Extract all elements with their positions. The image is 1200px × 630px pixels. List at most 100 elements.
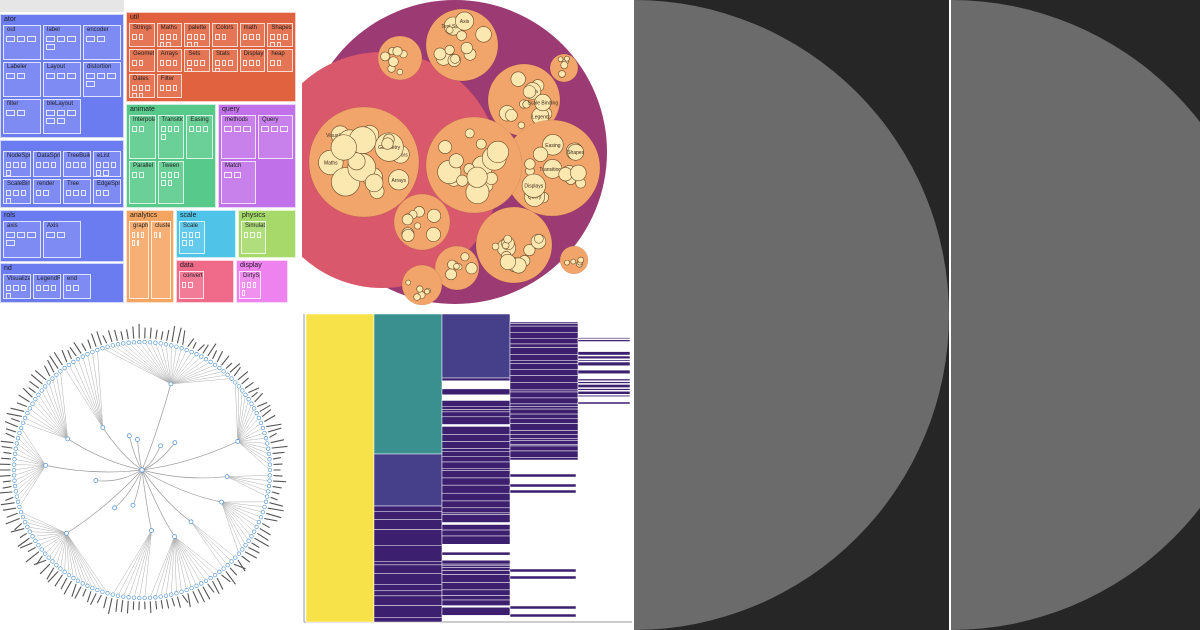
treemap-leaf[interactable] [167,126,173,132]
pack-leaf-circle[interactable] [456,174,469,187]
icicle-cell[interactable] [373,564,443,574]
icicle-cell[interactable] [509,473,577,478]
treemap-leaf[interactable] [166,34,171,40]
icicle-cell[interactable] [509,445,579,452]
treemap-leaf[interactable] [172,59,178,66]
tree-leaf-node[interactable] [27,529,32,534]
tree-internal-node[interactable] [65,436,71,442]
treemap-leaf[interactable] [66,189,72,196]
treemap-group-analytics[interactable]: analytics graph cluster [126,210,174,303]
treemap-leaf[interactable] [36,285,42,291]
treemap-node[interactable]: Tween [157,160,185,204]
tree-leaf-node[interactable] [25,410,30,416]
icicle-cell[interactable] [441,582,511,591]
treemap-group-vis-3[interactable]: rols axis Axis [0,210,124,262]
tree-leaf-node[interactable] [260,425,266,431]
treemap-node[interactable]: Easing [186,115,213,159]
treemap-leaf[interactable] [43,189,49,196]
tree-leaf-node[interactable] [90,349,95,355]
treemap-leaf[interactable] [215,67,220,72]
treemap-node[interactable]: filter [3,99,41,134]
icicle-cell[interactable] [373,544,443,563]
treemap-leaf[interactable] [276,34,282,40]
icicle-cell[interactable] [577,355,631,359]
icicle-cell[interactable] [509,605,577,610]
icicle-cell[interactable] [577,384,631,388]
tree-leaf-node[interactable] [13,489,18,494]
treemap-leaf[interactable] [188,240,194,246]
icicle-cell[interactable] [509,406,579,410]
pack-leaf-circle[interactable] [364,173,384,193]
icicle-cell[interactable] [441,500,511,509]
icicle-cell[interactable] [577,337,631,340]
icicle-cell[interactable] [373,584,443,592]
treemap-leaf[interactable] [242,34,248,40]
pack-leaf-circle[interactable] [560,61,569,69]
tree-leaf-node[interactable] [229,559,234,564]
icicle-cell[interactable] [509,338,579,345]
icicle-cell[interactable] [441,409,511,413]
tree-leaf-node[interactable] [36,392,41,397]
pack-leaf-circle[interactable] [522,85,537,99]
tree-leaf-node[interactable] [236,384,242,389]
treemap-leaf[interactable] [270,126,279,132]
tree-leaf-node[interactable] [153,340,158,345]
treemap-leaf[interactable] [56,118,66,124]
icicle-cell[interactable] [441,313,511,379]
treemap-leaf[interactable] [203,126,208,132]
treemap-leaf[interactable] [174,171,180,178]
icicle-cell[interactable] [441,599,511,606]
treemap-node[interactable]: Transitioner [157,115,185,159]
icicle-cell[interactable] [373,590,443,597]
pack-leaf-circle[interactable] [446,26,454,34]
tree-internal-node[interactable] [100,425,106,430]
pack-leaf-circle[interactable] [444,44,455,55]
icicle-cell[interactable] [509,347,579,355]
pack-leaf-circle[interactable] [499,253,516,270]
tree-leaf-node[interactable] [266,451,272,457]
treemap-leaf[interactable] [255,34,261,40]
treemap-leaf[interactable] [244,232,249,238]
tree-leaf-node[interactable] [163,342,169,347]
treemap-leaf[interactable] [188,232,194,238]
tree-leaf-node[interactable] [267,478,272,483]
tree-leaf-node[interactable] [184,347,189,353]
treemap-leaf[interactable] [188,282,193,288]
treemap-leaf[interactable] [160,179,166,186]
icicle-cell[interactable] [509,403,579,407]
tree-leaf-node[interactable] [266,483,272,489]
tree-leaf-node[interactable] [66,572,72,578]
pack-leaf-circle[interactable] [396,68,404,76]
treemap-leaf[interactable] [195,232,200,238]
treemap-leaf[interactable] [107,73,116,79]
icicle-cell[interactable] [441,451,511,457]
icicle-cell[interactable] [509,382,579,391]
treemap-leaf[interactable] [138,85,144,92]
tree-leaf-node[interactable] [30,534,35,539]
tree-leaf-node[interactable] [95,587,100,593]
tree-internal-node[interactable] [158,443,163,449]
tree-leaf-node[interactable] [163,593,169,598]
pack-leaf-circle[interactable] [532,146,549,162]
treemap-leaf[interactable] [182,240,187,246]
icicle-cell[interactable] [441,426,511,435]
tree-leaf-node[interactable] [249,401,254,406]
tree-leaf-node[interactable] [90,585,95,591]
tree-leaf-node[interactable] [100,589,105,594]
tree-internal-node[interactable] [168,381,174,387]
treemap-node[interactable]: NodeSprite [3,151,31,177]
treemap-group-display[interactable]: display DirtySprite [236,260,288,303]
treemap-leaf[interactable] [20,285,26,291]
treemap-leaf[interactable] [50,162,56,168]
treemap-node[interactable]: palette [184,23,210,47]
icicle-cell[interactable] [441,559,511,565]
tree-leaf-node[interactable] [258,420,264,426]
tree-leaf-node[interactable] [258,514,264,520]
pack-leaf-circle[interactable] [330,134,357,161]
treemap-leaf[interactable] [132,59,137,66]
tree-leaf-node[interactable] [12,457,17,462]
treemap-group-vis-1[interactable]: ator out label encoder Labeler Layout distorti… [0,14,124,138]
treemap-leaf[interactable] [166,42,171,46]
treemap-node[interactable]: TreeBuilder [63,151,91,177]
tree-leaf-node[interactable] [66,362,72,368]
